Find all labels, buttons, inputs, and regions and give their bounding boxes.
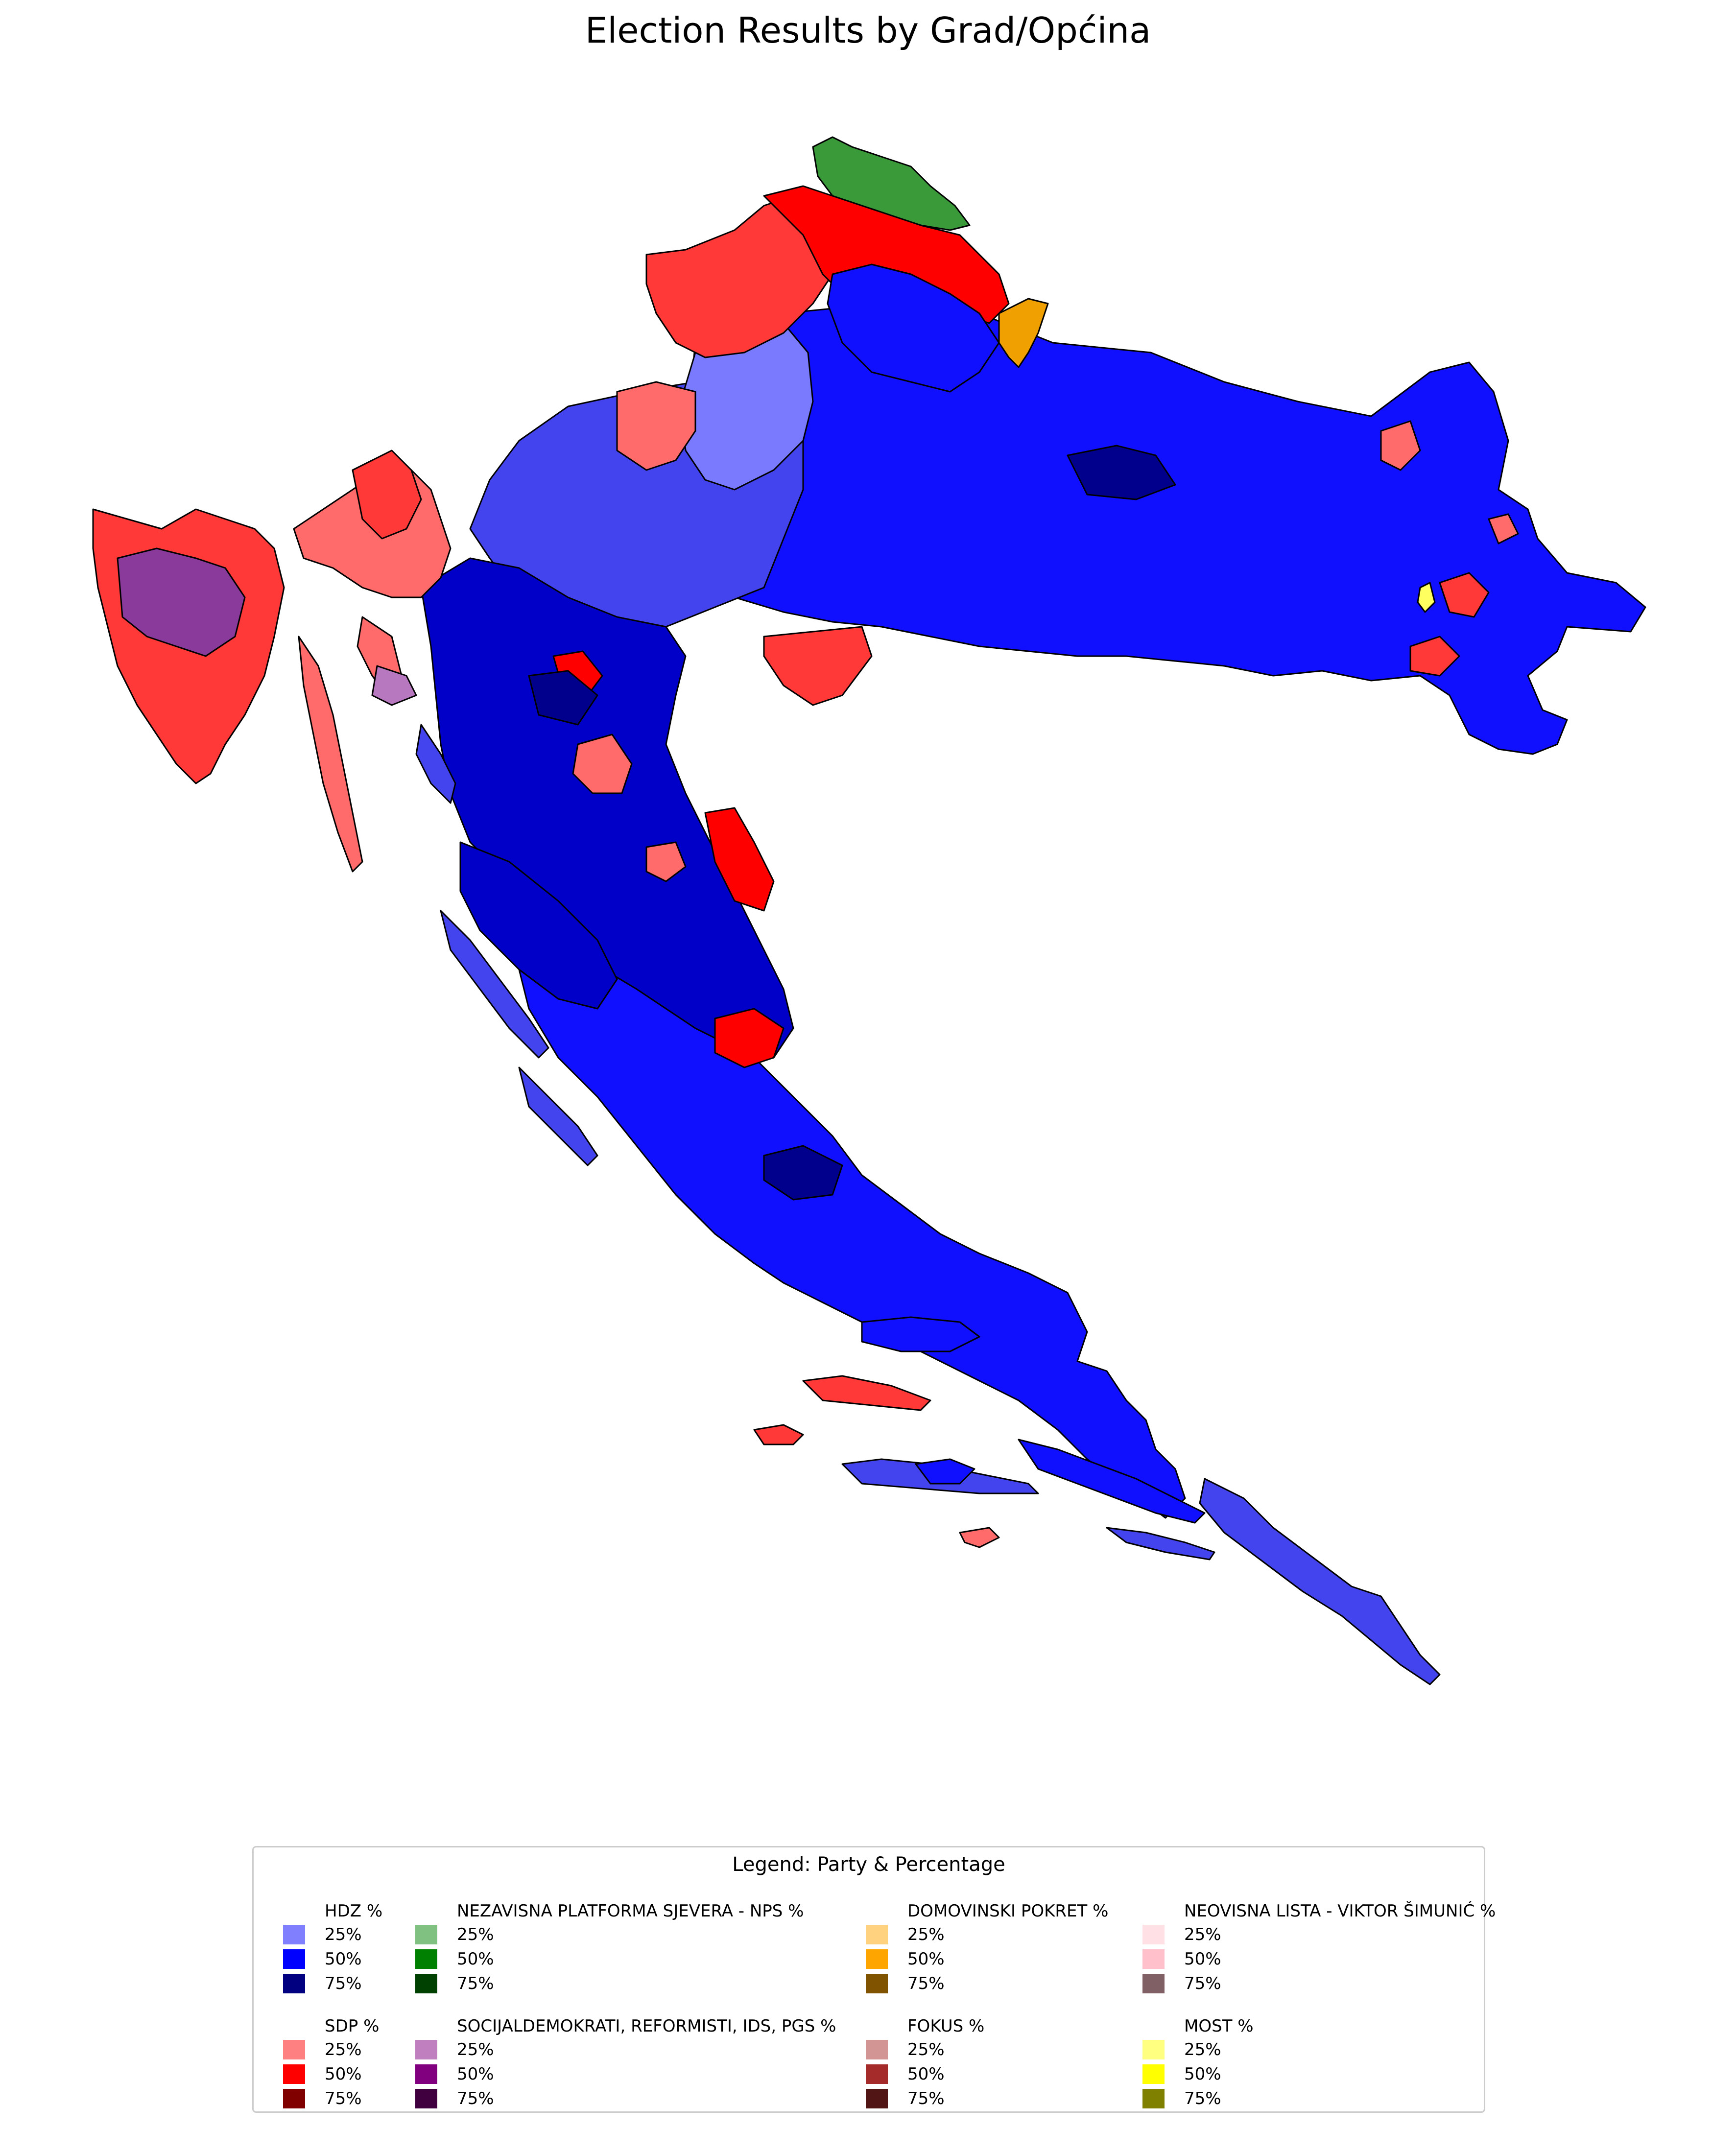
legend-swatch	[866, 1925, 888, 1944]
legend-swatch	[283, 2089, 305, 2108]
legend-swatch	[1142, 1949, 1165, 1969]
legend-label: 50%	[457, 1949, 494, 1969]
region-dalmatia	[519, 950, 1185, 1518]
region-sisak-red	[764, 627, 872, 705]
island-cres	[299, 637, 362, 872]
legend-label: 25%	[907, 1925, 945, 1944]
legend-swatch	[415, 2089, 437, 2108]
legend-label: 75%	[907, 1974, 945, 1993]
legend-group-title: FOKUS %	[907, 2016, 984, 2036]
legend-label: 50%	[325, 1949, 362, 1969]
legend-swatch	[283, 1974, 305, 1993]
legend-group: NEOVISNA LISTA - VIKTOR ŠIMUNIĆ % 25% 50% 7…	[1142, 1901, 1436, 2014]
legend-swatch	[415, 1974, 437, 1993]
legend-group-title: NEZAVISNA PLATFORMA SJEVERA - NPS %	[457, 1901, 804, 1921]
legend-swatch	[1142, 2040, 1165, 2059]
region-dubrovnik	[1200, 1479, 1440, 1684]
legend-label: 25%	[457, 1925, 494, 1944]
island-mljet	[1107, 1528, 1214, 1560]
legend-label: 50%	[457, 2064, 494, 2084]
legend-label: 50%	[1184, 2064, 1221, 2084]
legend-label: 75%	[325, 1974, 362, 1993]
legend-swatch	[283, 1949, 305, 1969]
legend-swatch	[866, 1974, 888, 1993]
island-rab	[372, 666, 416, 705]
legend-group: FOKUS % 25% 50% 75%	[866, 2016, 1160, 2129]
legend-label: 25%	[1184, 2040, 1221, 2059]
legend-label: 75%	[457, 2089, 494, 2108]
legend-group-title: SDP %	[325, 2016, 379, 2036]
island-vis	[754, 1425, 803, 1444]
legend-group: NEZAVISNA PLATFORMA SJEVERA - NPS % 25% 50…	[415, 1901, 709, 2014]
legend-group-title: NEOVISNA LISTA - VIKTOR ŠIMUNIĆ %	[1184, 1901, 1496, 1921]
legend-swatch	[283, 2064, 305, 2084]
legend-group-title: HDZ %	[325, 1901, 382, 1921]
legend-swatch	[1142, 1974, 1165, 1993]
legend-group-title: MOST %	[1184, 2016, 1254, 2036]
legend-swatch	[415, 2040, 437, 2059]
legend-label: 75%	[1184, 2089, 1221, 2108]
legend-swatch	[283, 1925, 305, 1944]
legend-group: SOCIJALDEMOKRATI, REFORMISTI, IDS, PGS %…	[415, 2016, 709, 2129]
legend-label: 50%	[907, 2064, 945, 2084]
legend-label: 25%	[1184, 1925, 1221, 1944]
legend-swatch	[1142, 1925, 1165, 1944]
legend-swatch	[866, 1949, 888, 1969]
legend-label: 75%	[907, 2089, 945, 2108]
legend-swatch	[1142, 2089, 1165, 2108]
legend-label: 75%	[457, 1974, 494, 1993]
island-lastovo	[960, 1528, 999, 1547]
legend-swatch	[1142, 2064, 1165, 2084]
legend-group: MOST % 25% 50% 75%	[1142, 2016, 1436, 2129]
legend-label: 25%	[325, 2040, 362, 2059]
legend-label: 25%	[457, 2040, 494, 2059]
legend-group-title: SOCIJALDEMOKRATI, REFORMISTI, IDS, PGS %	[457, 2016, 836, 2036]
legend-swatch	[283, 2040, 305, 2059]
legend-swatch	[866, 2040, 888, 2059]
legend-label: 25%	[325, 1925, 362, 1944]
legend-swatch	[866, 2089, 888, 2108]
legend-label: 50%	[325, 2064, 362, 2084]
legend-label: 25%	[907, 2040, 945, 2059]
legend-group-title: DOMOVINSKI POKRET %	[907, 1901, 1108, 1921]
legend-label: 50%	[907, 1949, 945, 1969]
island-hvar	[803, 1376, 930, 1410]
legend-swatch	[415, 1925, 437, 1944]
legend-label: 75%	[325, 2089, 362, 2108]
legend-title: Legend: Party & Percentage	[254, 1853, 1484, 1876]
legend-group: DOMOVINSKI POKRET % 25% 50% 75%	[866, 1901, 1160, 2014]
legend-swatch	[866, 2064, 888, 2084]
legend-swatch	[415, 2064, 437, 2084]
legend-label: 75%	[1184, 1974, 1221, 1993]
legend-swatch	[415, 1949, 437, 1969]
legend: Legend: Party & Percentage HDZ % 25% 50% 75…	[252, 1846, 1485, 2113]
legend-label: 50%	[1184, 1949, 1221, 1969]
